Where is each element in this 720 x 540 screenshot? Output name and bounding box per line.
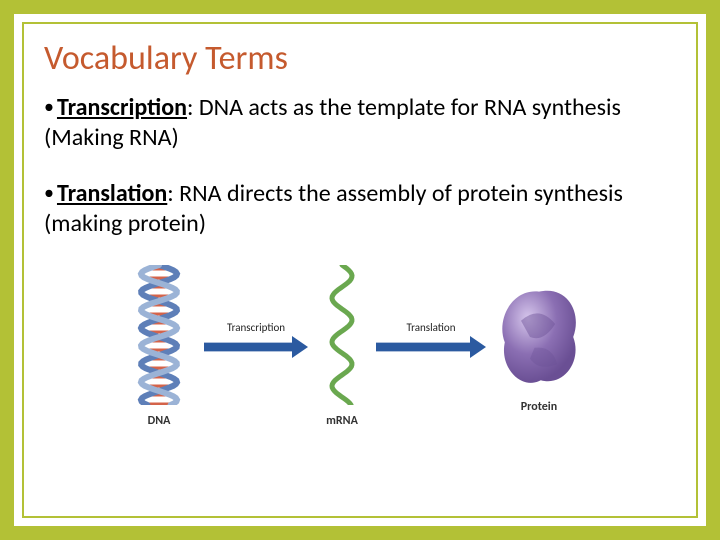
molecule-label: mRNA xyxy=(312,414,372,428)
slide-content: Vocabulary Terms •Transcription: DNA act… xyxy=(44,32,676,508)
bullet-dot: • xyxy=(44,95,54,119)
molecule-label: Protein xyxy=(494,400,584,414)
term-label: Transcription xyxy=(57,93,187,122)
bullet-transcription: •Transcription: DNA acts as the template… xyxy=(44,93,676,153)
bullet-translation: •Translation: RNA directs the assembly o… xyxy=(44,179,676,239)
molecule-label: DNA xyxy=(114,414,204,428)
arrow-translation: Translation xyxy=(376,321,486,363)
arrow-icon xyxy=(376,336,486,358)
molecule-mrna: mRNA xyxy=(312,265,372,428)
protein-icon xyxy=(494,283,584,391)
term-label: Translation xyxy=(57,179,167,208)
arrow-label: Transcription xyxy=(204,321,308,334)
molecule-protein: Protein xyxy=(494,283,584,414)
arrow-transcription: Transcription xyxy=(204,321,308,363)
bullet-dot: • xyxy=(44,181,54,205)
arrow-label: Translation xyxy=(376,321,486,334)
molecule-dna: DNA xyxy=(114,265,204,428)
arrow-icon xyxy=(204,336,308,358)
flow-diagram: DNA Transcription mRNA Translation Prote… xyxy=(114,265,594,455)
dna-icon xyxy=(114,265,204,405)
page-title: Vocabulary Terms xyxy=(44,38,676,79)
mrna-icon xyxy=(312,265,372,405)
